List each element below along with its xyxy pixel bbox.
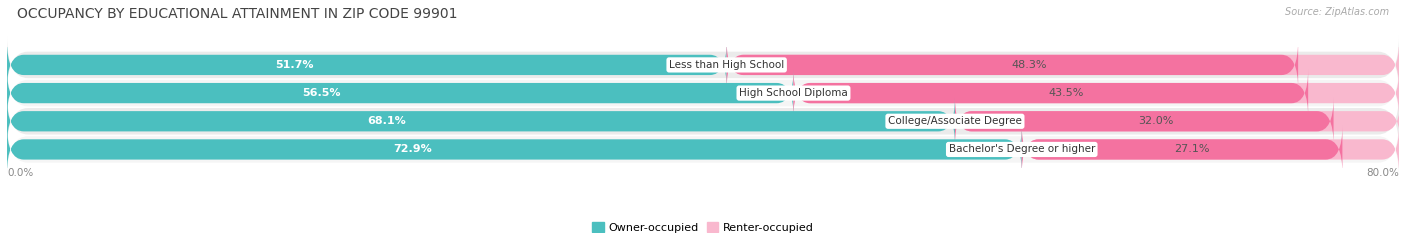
Text: 56.5%: 56.5% bbox=[302, 88, 340, 98]
FancyBboxPatch shape bbox=[793, 69, 1399, 117]
Legend: Owner-occupied, Renter-occupied: Owner-occupied, Renter-occupied bbox=[588, 218, 818, 233]
Text: High School Diploma: High School Diploma bbox=[740, 88, 848, 98]
FancyBboxPatch shape bbox=[7, 120, 1399, 178]
Text: 32.0%: 32.0% bbox=[1137, 116, 1173, 126]
Text: Less than High School: Less than High School bbox=[669, 60, 785, 70]
FancyBboxPatch shape bbox=[793, 69, 1308, 117]
Text: 0.0%: 0.0% bbox=[7, 168, 34, 178]
FancyBboxPatch shape bbox=[7, 126, 1022, 173]
Text: 72.9%: 72.9% bbox=[394, 144, 432, 154]
FancyBboxPatch shape bbox=[7, 69, 793, 117]
Text: 68.1%: 68.1% bbox=[367, 116, 405, 126]
FancyBboxPatch shape bbox=[7, 98, 955, 145]
FancyBboxPatch shape bbox=[7, 64, 1399, 122]
Text: 27.1%: 27.1% bbox=[1174, 144, 1209, 154]
Text: Bachelor's Degree or higher: Bachelor's Degree or higher bbox=[949, 144, 1095, 154]
FancyBboxPatch shape bbox=[7, 41, 727, 89]
Text: 80.0%: 80.0% bbox=[1367, 168, 1399, 178]
FancyBboxPatch shape bbox=[7, 92, 1399, 150]
Text: 51.7%: 51.7% bbox=[276, 60, 314, 70]
FancyBboxPatch shape bbox=[955, 98, 1400, 145]
FancyBboxPatch shape bbox=[7, 36, 1399, 94]
Text: Source: ZipAtlas.com: Source: ZipAtlas.com bbox=[1285, 7, 1389, 17]
Text: College/Associate Degree: College/Associate Degree bbox=[889, 116, 1022, 126]
FancyBboxPatch shape bbox=[727, 41, 1399, 89]
Text: OCCUPANCY BY EDUCATIONAL ATTAINMENT IN ZIP CODE 99901: OCCUPANCY BY EDUCATIONAL ATTAINMENT IN Z… bbox=[17, 7, 457, 21]
FancyBboxPatch shape bbox=[727, 41, 1298, 89]
FancyBboxPatch shape bbox=[1022, 126, 1343, 173]
FancyBboxPatch shape bbox=[955, 98, 1333, 145]
FancyBboxPatch shape bbox=[1022, 126, 1399, 173]
Text: 43.5%: 43.5% bbox=[1049, 88, 1084, 98]
Text: 48.3%: 48.3% bbox=[1011, 60, 1047, 70]
